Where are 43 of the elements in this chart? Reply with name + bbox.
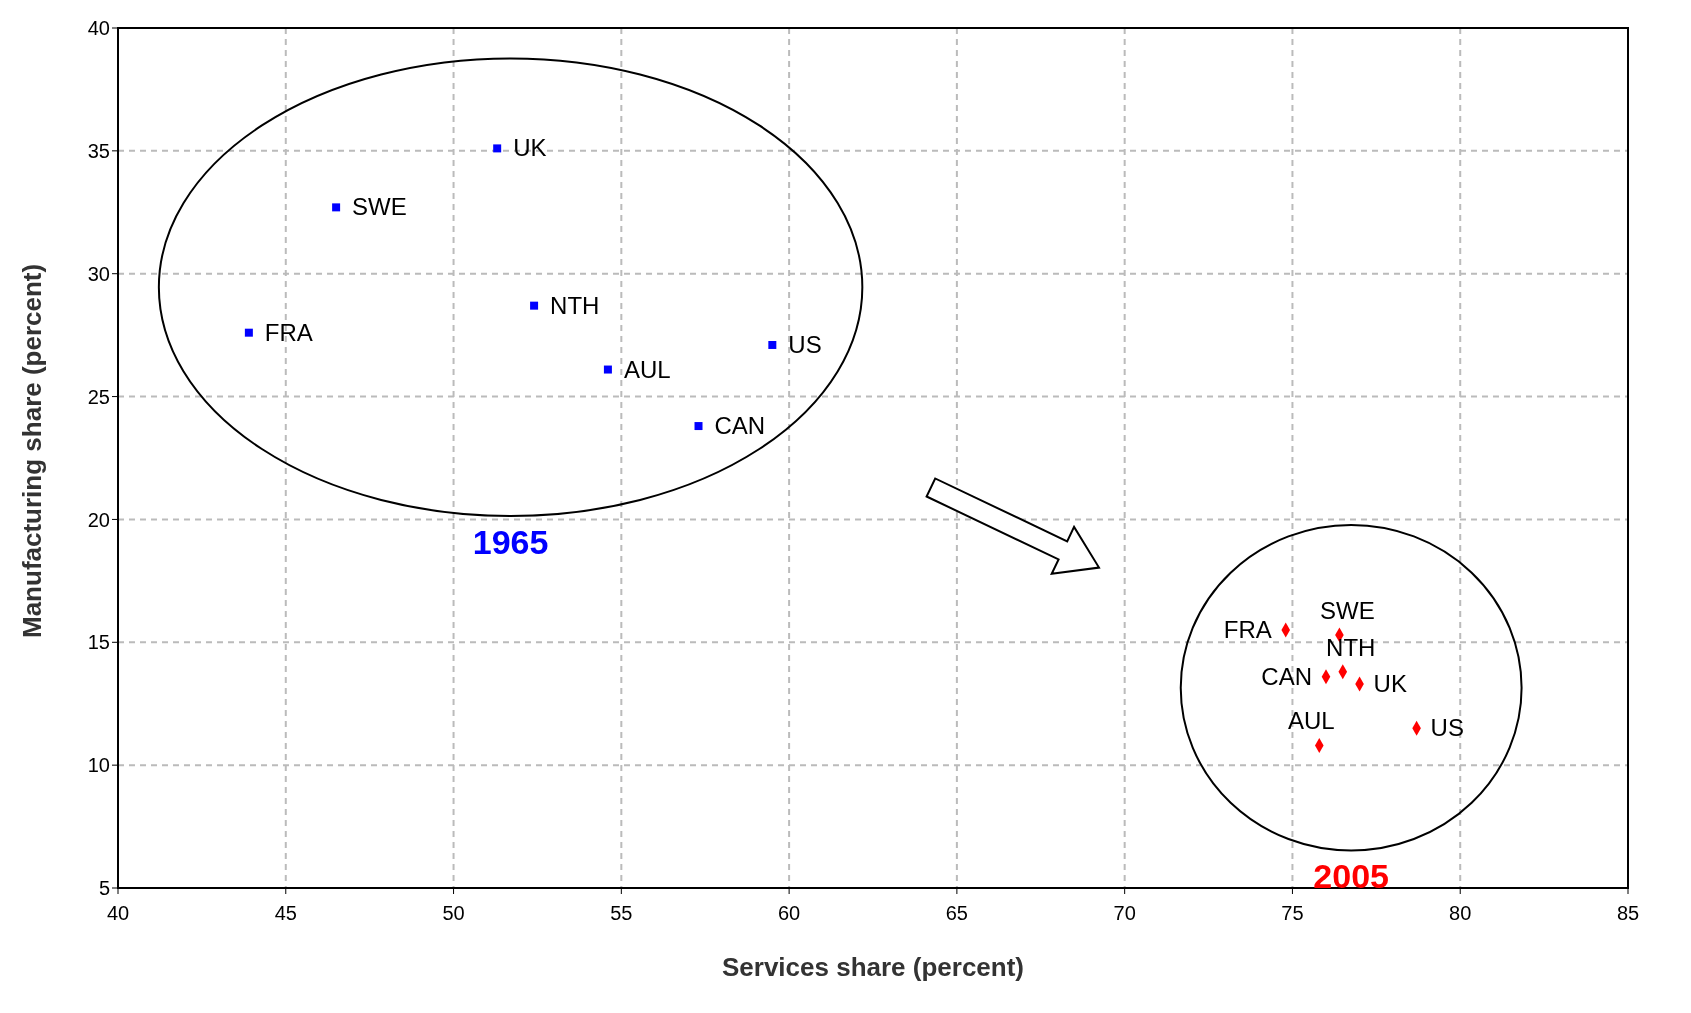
x-tick-label: 70 — [1113, 902, 1136, 925]
y-tick-label: 40 — [87, 17, 110, 40]
data-label: US — [1430, 714, 1464, 742]
data-label: FRA — [264, 318, 313, 346]
x-tick-label: 75 — [1281, 902, 1304, 925]
x-tick-label: 85 — [1616, 902, 1640, 925]
x-tick-label: 65 — [945, 902, 969, 925]
y-tick-label: 20 — [87, 508, 110, 531]
y-tick-label: 35 — [87, 139, 110, 162]
point — [332, 203, 341, 212]
data-label: AUL — [623, 355, 671, 383]
text: 1965 — [472, 523, 549, 562]
point — [493, 144, 502, 153]
x-axis-title: Services share (percent) — [721, 952, 1025, 982]
data-label: FRA — [1223, 616, 1272, 643]
x-tick-label: 80 — [1449, 902, 1472, 925]
y-tick-label: 10 — [87, 754, 110, 777]
data-label: UK — [1373, 670, 1407, 698]
data-label: US — [788, 330, 822, 358]
x-tick-label: 50 — [442, 902, 465, 925]
y-tick-label: 15 — [87, 631, 110, 654]
data-label: NTH — [1326, 633, 1376, 661]
y-tick-label: 5 — [98, 877, 110, 900]
data-label: CAN — [1261, 662, 1312, 690]
y-tick-label: 25 — [87, 385, 110, 408]
point — [530, 301, 539, 310]
y-tick-label: 30 — [87, 262, 110, 285]
data-label: CAN — [714, 412, 766, 440]
x-tick-label: 45 — [274, 902, 297, 925]
y-axis-title: Manufacturing share (percent) — [17, 263, 48, 638]
x-tick-label: 55 — [610, 902, 633, 925]
data-label: UK — [513, 134, 547, 162]
point — [694, 422, 703, 431]
text: 2005 — [1313, 857, 1389, 896]
data-label: NTH — [550, 291, 600, 319]
point — [244, 328, 253, 337]
data-label: AUL — [1287, 707, 1335, 735]
data-label: SWE — [1320, 596, 1375, 624]
point — [768, 340, 777, 349]
x-tick-label: 60 — [777, 902, 801, 925]
data-label: SWE — [352, 193, 407, 221]
point — [603, 365, 612, 374]
x-tick-label: 40 — [106, 902, 130, 925]
